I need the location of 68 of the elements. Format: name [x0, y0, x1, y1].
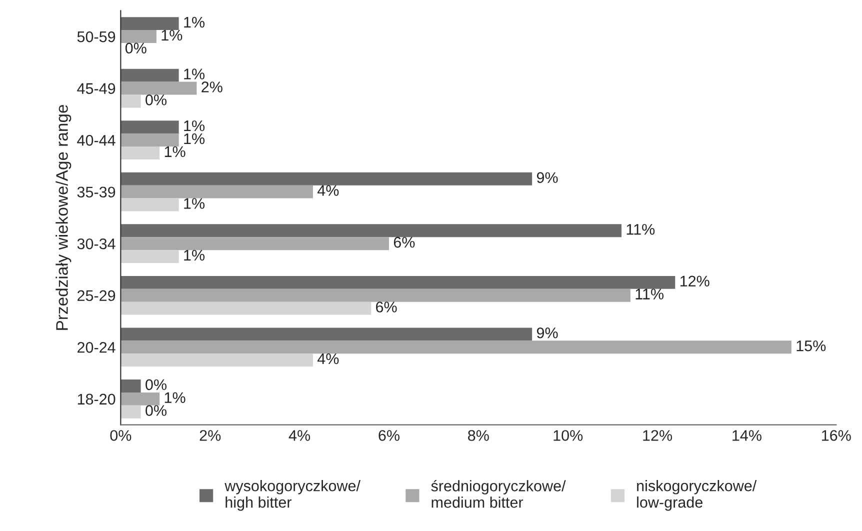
bar [120, 134, 179, 147]
legend-label: średniogoryczkowe/ medium bitter [431, 480, 566, 508]
bar [120, 302, 372, 315]
bar [120, 94, 141, 108]
data-label: 0% [146, 379, 167, 390]
data-label: 1% [164, 392, 186, 403]
data-label: 1% [184, 68, 205, 80]
y-tick-label: 45-49 [77, 83, 116, 94]
bar [120, 198, 179, 212]
bar [120, 68, 179, 82]
data-label: 1% [184, 16, 205, 28]
bar [120, 276, 676, 289]
y-axis-title: Przedziały wiekowe/Age range [56, 104, 72, 330]
y-tick-label: 35-39 [77, 186, 116, 198]
data-label: 4% [317, 353, 339, 364]
bar [120, 288, 630, 302]
data-label: 1% [164, 146, 186, 158]
data-label: 9% [536, 327, 558, 338]
data-label: 11% [626, 224, 655, 235]
data-label: 6% [394, 236, 415, 248]
bar [120, 340, 792, 354]
y-tick-label: 25-29 [78, 290, 116, 302]
data-label: 1% [162, 30, 182, 41]
legend-label: niskogoryczkowe/ low-grade [637, 480, 757, 511]
y-tick-label: 30-34 [77, 238, 116, 250]
bar [120, 380, 141, 392]
data-label: 1% [184, 250, 205, 261]
x-tick-label: 14% [732, 430, 762, 441]
bar [120, 328, 532, 341]
data-label: 11% [636, 288, 664, 300]
x-tick-label: 10% [554, 430, 583, 441]
data-label: 1% [184, 198, 205, 209]
bar [120, 30, 156, 43]
bar [120, 172, 532, 186]
x-tick-label: 2% [200, 430, 221, 441]
data-label: 12% [680, 276, 710, 286]
bar [120, 405, 141, 418]
data-label: 1% [184, 120, 205, 132]
data-label: 0% [146, 405, 167, 416]
bar [120, 392, 160, 406]
x-tick-label: 8% [468, 430, 489, 441]
data-label: 0% [146, 94, 167, 106]
data-label: 2% [202, 82, 222, 92]
bar [120, 250, 179, 264]
bar [120, 120, 179, 134]
bar [120, 237, 389, 250]
y-tick-label: 18-20 [78, 394, 116, 405]
bar [120, 17, 179, 30]
y-tick-label: 20-24 [78, 342, 116, 353]
x-tick-label: 16% [822, 430, 851, 441]
data-label: 15% [796, 340, 826, 352]
bar [120, 82, 197, 95]
x-tick-label: 0% [110, 430, 132, 441]
data-label: 1% [184, 133, 205, 144]
x-tick-label: 12% [643, 430, 672, 441]
bar [120, 224, 622, 238]
data-label: 0% [125, 42, 146, 54]
y-tick-label: 40-44 [77, 134, 116, 146]
data-label: 6% [376, 302, 397, 312]
legend-label: wysokogoryczkowe/ high bitter [224, 480, 360, 511]
bar [120, 146, 160, 160]
data-label: 9% [536, 172, 558, 183]
x-tick-label: 6% [378, 430, 400, 441]
bar [120, 185, 313, 198]
bar [120, 354, 313, 367]
data-label: 4% [317, 185, 339, 196]
y-tick-label: 50-59 [77, 31, 116, 42]
x-tick-label: 4% [288, 430, 310, 441]
